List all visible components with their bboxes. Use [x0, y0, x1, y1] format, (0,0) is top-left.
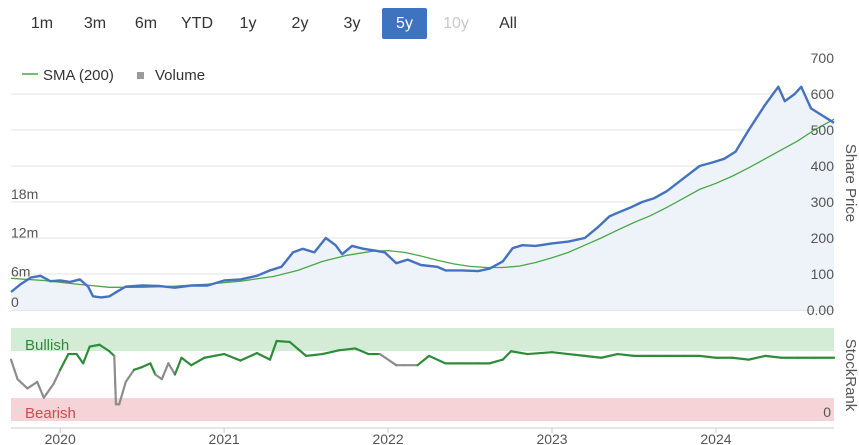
stockrank-segment: [698, 354, 718, 359]
stockrank-segment: [149, 362, 157, 376]
price-tick-label: 500: [811, 122, 835, 138]
stockrank-segment: [567, 352, 586, 357]
stockrank-segment: [173, 356, 183, 376]
volume-axis-ticks: 0 6m 12m 18m: [11, 186, 38, 310]
stockrank-segment: [427, 354, 447, 365]
stockrank-axis-title: StockRank: [842, 339, 859, 412]
stockrank-segment: [26, 380, 39, 390]
stockrank-segment: [600, 352, 619, 359]
volume-tick-label: 12m: [11, 225, 38, 241]
stockrank-segment: [416, 354, 431, 367]
range-button-5y[interactable]: 5y: [382, 8, 427, 39]
range-button-10y: 10y: [443, 15, 469, 32]
stockrank-segment: [59, 352, 70, 371]
stockrank-segment: [268, 339, 278, 361]
price-tick-label: 300: [811, 194, 835, 210]
stockrank-segment: [36, 380, 45, 399]
price-series-line: [10, 85, 835, 299]
x-tick-label: 2020: [45, 431, 76, 445]
stockrank-segment: [167, 362, 177, 376]
stockrank-segment: [321, 349, 340, 356]
x-tick-label: 2021: [209, 431, 240, 445]
x-axis-ticks: 2020 2021 2022 2023 2024: [45, 428, 732, 445]
stockrank-segment: [337, 347, 357, 352]
stockrank-segment: [304, 352, 324, 357]
price-tick-label: 400: [811, 158, 835, 174]
bullish-label: Bullish: [25, 337, 69, 354]
stockrank-segment: [190, 356, 206, 367]
stockrank-segment: [275, 339, 291, 344]
stockrank-segment: [288, 340, 308, 357]
stockrank-segment: [9, 358, 19, 381]
volume-tick-label: 18m: [11, 186, 38, 202]
volume-tick-label: 6m: [11, 263, 30, 279]
x-tick-label: 2023: [536, 431, 567, 445]
stockrank-segment: [509, 350, 529, 356]
stockrank-series-line: [9, 339, 836, 406]
stockrank-panel: Bullish Bearish 0 StockRank: [9, 328, 859, 422]
legend-volume-marker: [137, 72, 144, 79]
x-tick-label: 2022: [372, 431, 403, 445]
price-tick-label: 100: [811, 266, 835, 282]
stockrank-segment: [98, 343, 111, 353]
stockrank-segment: [52, 368, 62, 385]
sma-series-line: [10, 118, 835, 288]
stockrank-segment: [255, 352, 272, 361]
stockrank-segment: [42, 382, 55, 399]
price-area-fill: [11, 86, 834, 310]
stockrank-segment: [239, 352, 259, 362]
stockrank-segment: [180, 356, 193, 367]
price-axis-ticks: 0.00 100 200 300 400 500 600 700: [807, 50, 834, 318]
stockrank-segment: [583, 354, 603, 359]
stockrank-segment: [16, 378, 29, 390]
stockrank-segment: [378, 352, 398, 367]
range-button-3y[interactable]: 3y: [343, 15, 361, 32]
stockrank-segment: [82, 345, 91, 365]
legend: SMA (200) Volume: [22, 67, 205, 84]
range-button-6m[interactable]: 6m: [134, 15, 158, 32]
legend-sma-label[interactable]: SMA (200): [43, 67, 114, 84]
volume-tick-label: 0: [11, 294, 19, 310]
stockrank-segment: [731, 356, 750, 361]
stockrank-segment: [118, 380, 127, 406]
range-button-2y[interactable]: 2y: [291, 15, 309, 32]
stockrank-segment: [764, 354, 783, 359]
stockrank-segment: [203, 352, 226, 359]
bearish-band: [11, 398, 834, 421]
stockrank-segment: [747, 354, 767, 361]
price-axis-title: Share Price: [842, 144, 859, 222]
price-tick-label: 600: [811, 86, 835, 102]
stockrank-segment: [616, 352, 636, 357]
range-button-3m[interactable]: 3m: [83, 15, 107, 32]
stockrank-segment: [550, 351, 570, 356]
stockrank-segment: [501, 350, 513, 361]
stockrank-segment: [141, 362, 152, 369]
stockrank-zero-tick: 0: [823, 404, 831, 420]
price-tick-label: 700: [811, 50, 835, 66]
bullish-band: [11, 328, 834, 351]
stockrank-segment: [75, 352, 85, 365]
stockrank-segment: [154, 373, 163, 381]
range-button-1m[interactable]: 1m: [30, 15, 54, 32]
stockrank-segment: [354, 347, 370, 356]
stockrank-segment: [108, 350, 116, 357]
stockrank-segment: [223, 352, 242, 362]
price-tick-label: 0.00: [807, 302, 834, 318]
stockrank-segment: [88, 343, 101, 348]
legend-volume-label[interactable]: Volume: [155, 67, 205, 84]
price-tick-label: 200: [811, 230, 835, 246]
stockrank-segment: [160, 362, 170, 381]
range-button-ytd[interactable]: YTD: [181, 15, 213, 32]
stockrank-segment: [113, 354, 118, 406]
stockrank-segment: [488, 358, 504, 365]
stockrank-segment: [132, 365, 144, 371]
range-button-1y[interactable]: 1y: [239, 15, 257, 32]
x-tick-label: 2024: [700, 431, 731, 445]
range-button-all[interactable]: All: [499, 15, 517, 32]
stockrank-segment: [124, 368, 136, 384]
bearish-label: Bearish: [25, 405, 76, 422]
stockrank-segment: [526, 351, 554, 356]
